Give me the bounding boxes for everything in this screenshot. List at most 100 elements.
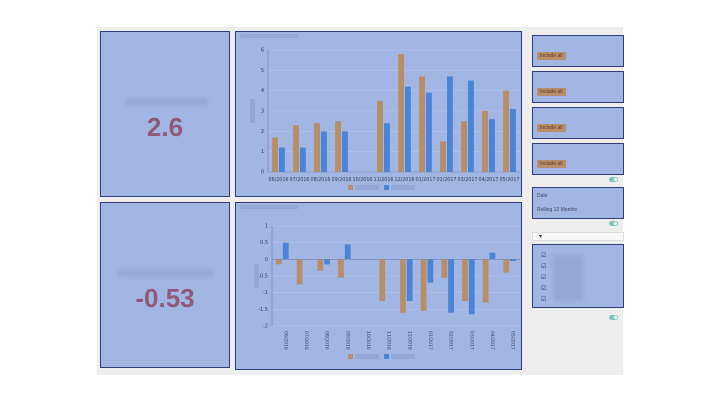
bar-series-1 (276, 259, 282, 265)
y-tick-label: -0.5 (258, 274, 268, 280)
bar-series-2 (468, 80, 474, 172)
bar-chart-panel-bottom[interactable]: -2 -1.5 -1 -0.5 0 0.5 1 06/2016 07/2016 08/2016 09… (235, 202, 522, 370)
x-tick-label: 11/2016 (386, 331, 392, 350)
date-filter-label: Date (537, 193, 548, 199)
bar-series-2 (447, 76, 453, 172)
bar-series-2 (282, 242, 289, 260)
y-tick-label: 2 (261, 129, 264, 135)
bar-series-1 (462, 259, 468, 301)
y-tick-label: 1 (261, 149, 264, 155)
x-tick-label: 09/2016 (332, 177, 352, 183)
bar-series-1 (461, 121, 467, 172)
include-all-button[interactable]: Include all (537, 52, 566, 60)
x-tick-label: 02/2017 (448, 331, 454, 350)
x-tick-label: 07/2016 (290, 177, 310, 183)
legend-swatch-series-2 (384, 185, 389, 190)
bar-series-2 (427, 259, 434, 283)
legend-label-blurred (391, 185, 415, 190)
toggle-switch[interactable] (609, 177, 618, 182)
checkbox-icon[interactable]: ☑ (541, 297, 547, 303)
legend-swatch-series-2 (384, 354, 389, 359)
x-tick-label: 08/2016 (324, 331, 330, 350)
date-filter-card[interactable]: Date Rolling 12 Months (532, 187, 624, 219)
bar-series-2 (279, 147, 285, 172)
checkbox-icon[interactable]: ☑ (541, 264, 547, 270)
bar-series-1 (379, 259, 386, 301)
kpi-card-bottom[interactable]: -0.53 (100, 202, 230, 368)
bar-series-1 (503, 90, 509, 172)
bar-series-2 (344, 244, 351, 260)
x-tick-label: 04/2017 (489, 331, 495, 350)
bar-series-1 (441, 259, 448, 278)
bar-chart-bottom: -2 -1.5 -1 -0.5 0 0.5 1 06/2016 07/2016 08/2016 09… (240, 205, 520, 359)
x-tick-label: 01/2017 (427, 331, 433, 350)
kpi-title-blurred (118, 269, 214, 277)
toggle-switch[interactable] (609, 221, 618, 226)
filter-card-1[interactable]: Include all (532, 35, 624, 67)
bar-series-2 (448, 259, 454, 313)
bar-series-1 (503, 259, 510, 273)
kpi-title-blurred (126, 98, 208, 106)
checkbox-icon[interactable]: ☑ (541, 275, 547, 281)
bar-series-2 (426, 92, 432, 172)
bar-series-1 (272, 137, 278, 172)
bar-series-2 (489, 252, 496, 260)
include-all-button[interactable]: Include all (537, 124, 566, 132)
checkbox-icon[interactable]: ☑ (541, 286, 547, 292)
y-tick-label: 0.5 (260, 240, 268, 246)
dropdown-header[interactable]: ▾ (532, 232, 624, 241)
filter-card-4[interactable]: Include all (532, 143, 624, 175)
y-tick-label: -1.5 (258, 307, 268, 313)
filter-card-3[interactable]: Include all (532, 107, 624, 139)
y-tick-label: -1 (263, 290, 268, 296)
chart-title-blurred (240, 205, 298, 209)
checkbox-icon[interactable]: ☑ (541, 253, 547, 259)
bar-series-2 (321, 131, 327, 172)
x-tick-label: 08/2016 (311, 177, 331, 183)
x-tick-label: 09/2016 (344, 331, 350, 350)
bar-series-2 (342, 131, 348, 172)
bar-chart-top: 0 1 2 3 4 5 6 06/2016 07/2016 08/2016 09/2016 10/20… (240, 34, 520, 190)
bar-series-2 (406, 259, 413, 301)
bar-series-1 (482, 259, 489, 303)
legend-swatch-series-1 (348, 354, 353, 359)
bar-series-1 (314, 123, 320, 172)
date-filter-value[interactable]: Rolling 12 Months (537, 207, 578, 213)
bar-series-2 (405, 86, 411, 172)
bar-series-1 (338, 259, 344, 278)
kpi-card-top[interactable]: 2.6 (100, 31, 230, 197)
bar-series-2 (510, 108, 516, 172)
include-all-button[interactable]: Include all (537, 88, 566, 96)
filter-card-2[interactable]: Include all (532, 71, 624, 103)
kpi-value: -0.53 (135, 283, 195, 313)
bar-series-1 (377, 100, 383, 172)
y-axis-title-blurred (250, 99, 255, 123)
bar-chart-panel-top[interactable]: 0 1 2 3 4 5 6 06/2016 07/2016 08/2016 09/2016 10/20… (235, 31, 522, 197)
y-axis-title-blurred (254, 264, 259, 288)
legend-swatch-series-1 (348, 185, 353, 190)
y-tick-label: 6 (261, 48, 264, 54)
checkbox-list-card[interactable]: ☑ ☑ ☑ ☑ ☑ (532, 244, 624, 308)
y-tick-label: 0 (265, 257, 268, 263)
include-all-button[interactable]: Include all (537, 160, 566, 168)
bar-series-2 (300, 147, 306, 172)
legend-label-blurred (355, 185, 379, 190)
chart-title-blurred (240, 34, 298, 38)
x-tick-label: 02/2017 (437, 177, 457, 183)
bar-series-1 (296, 259, 303, 285)
x-tick-label: 05/2017 (500, 177, 520, 183)
bar-series-1 (293, 125, 299, 172)
y-tick-label: 3 (261, 109, 264, 115)
toggle-switch[interactable] (609, 315, 618, 320)
bar-series-1 (419, 76, 425, 172)
x-tick-label: 03/2017 (468, 331, 474, 350)
bar-series-1 (440, 141, 446, 172)
bar-series-2 (489, 119, 495, 172)
bar-series-1 (335, 121, 341, 172)
x-tick-label: 10/2016 (353, 177, 373, 183)
x-tick-label: 04/2017 (479, 177, 499, 183)
y-tick-label: 1 (265, 224, 268, 230)
kpi-value: 2.6 (146, 112, 184, 142)
y-tick-label: 4 (261, 88, 264, 94)
bar-series-1 (482, 111, 488, 172)
